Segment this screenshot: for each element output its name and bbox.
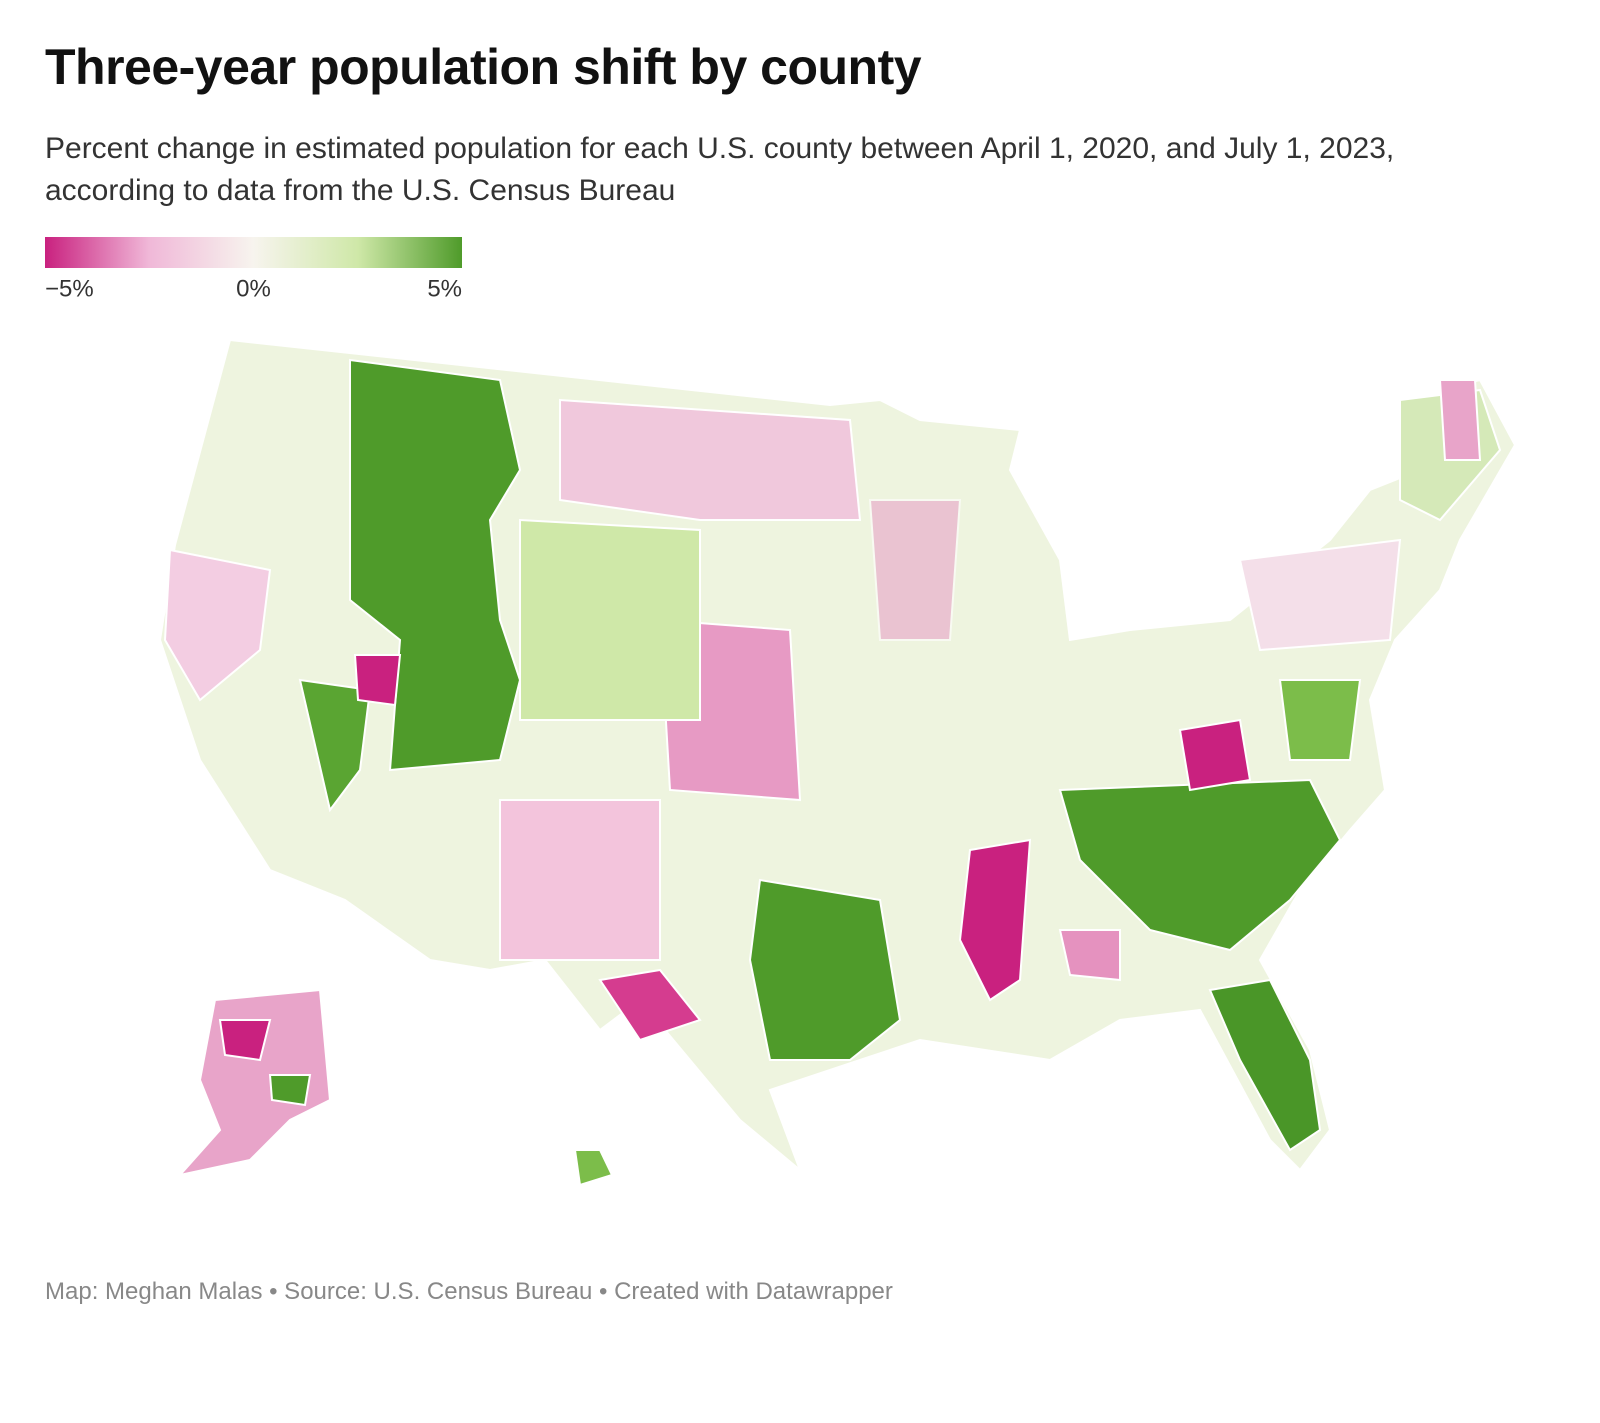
legend-bar (45, 237, 462, 268)
legend-tick-label: −5% (45, 275, 94, 302)
footer: Map: Meghan Malas • Source: U.S. Census … (45, 1278, 893, 1305)
us-outline (158, 338, 1517, 1174)
region (958, 838, 1032, 1002)
region (1438, 379, 1482, 461)
legend-tick-label: 0% (236, 275, 271, 302)
region (559, 398, 862, 521)
region (1058, 929, 1121, 982)
alaska-region (268, 1074, 312, 1107)
region (868, 499, 962, 641)
region (499, 799, 661, 961)
region (748, 878, 902, 1061)
hawaii (573, 1149, 614, 1187)
region (353, 654, 402, 707)
alaska-region (218, 1019, 272, 1062)
legend-tick-label: 5% (427, 275, 462, 302)
region (298, 678, 372, 813)
region (1238, 538, 1402, 652)
region (598, 968, 702, 1042)
title: Three-year population shift by county (45, 39, 922, 95)
region (1208, 978, 1322, 1152)
region (519, 518, 701, 721)
map (158, 338, 1517, 1187)
map-canvas: −5% 0% 5% (45, 237, 1517, 1187)
region (1278, 679, 1362, 761)
region (1058, 778, 1342, 952)
region (1178, 718, 1252, 792)
alaska (177, 988, 332, 1177)
subtitle: Percent change in estimated population f… (45, 132, 1395, 207)
region (163, 548, 272, 702)
